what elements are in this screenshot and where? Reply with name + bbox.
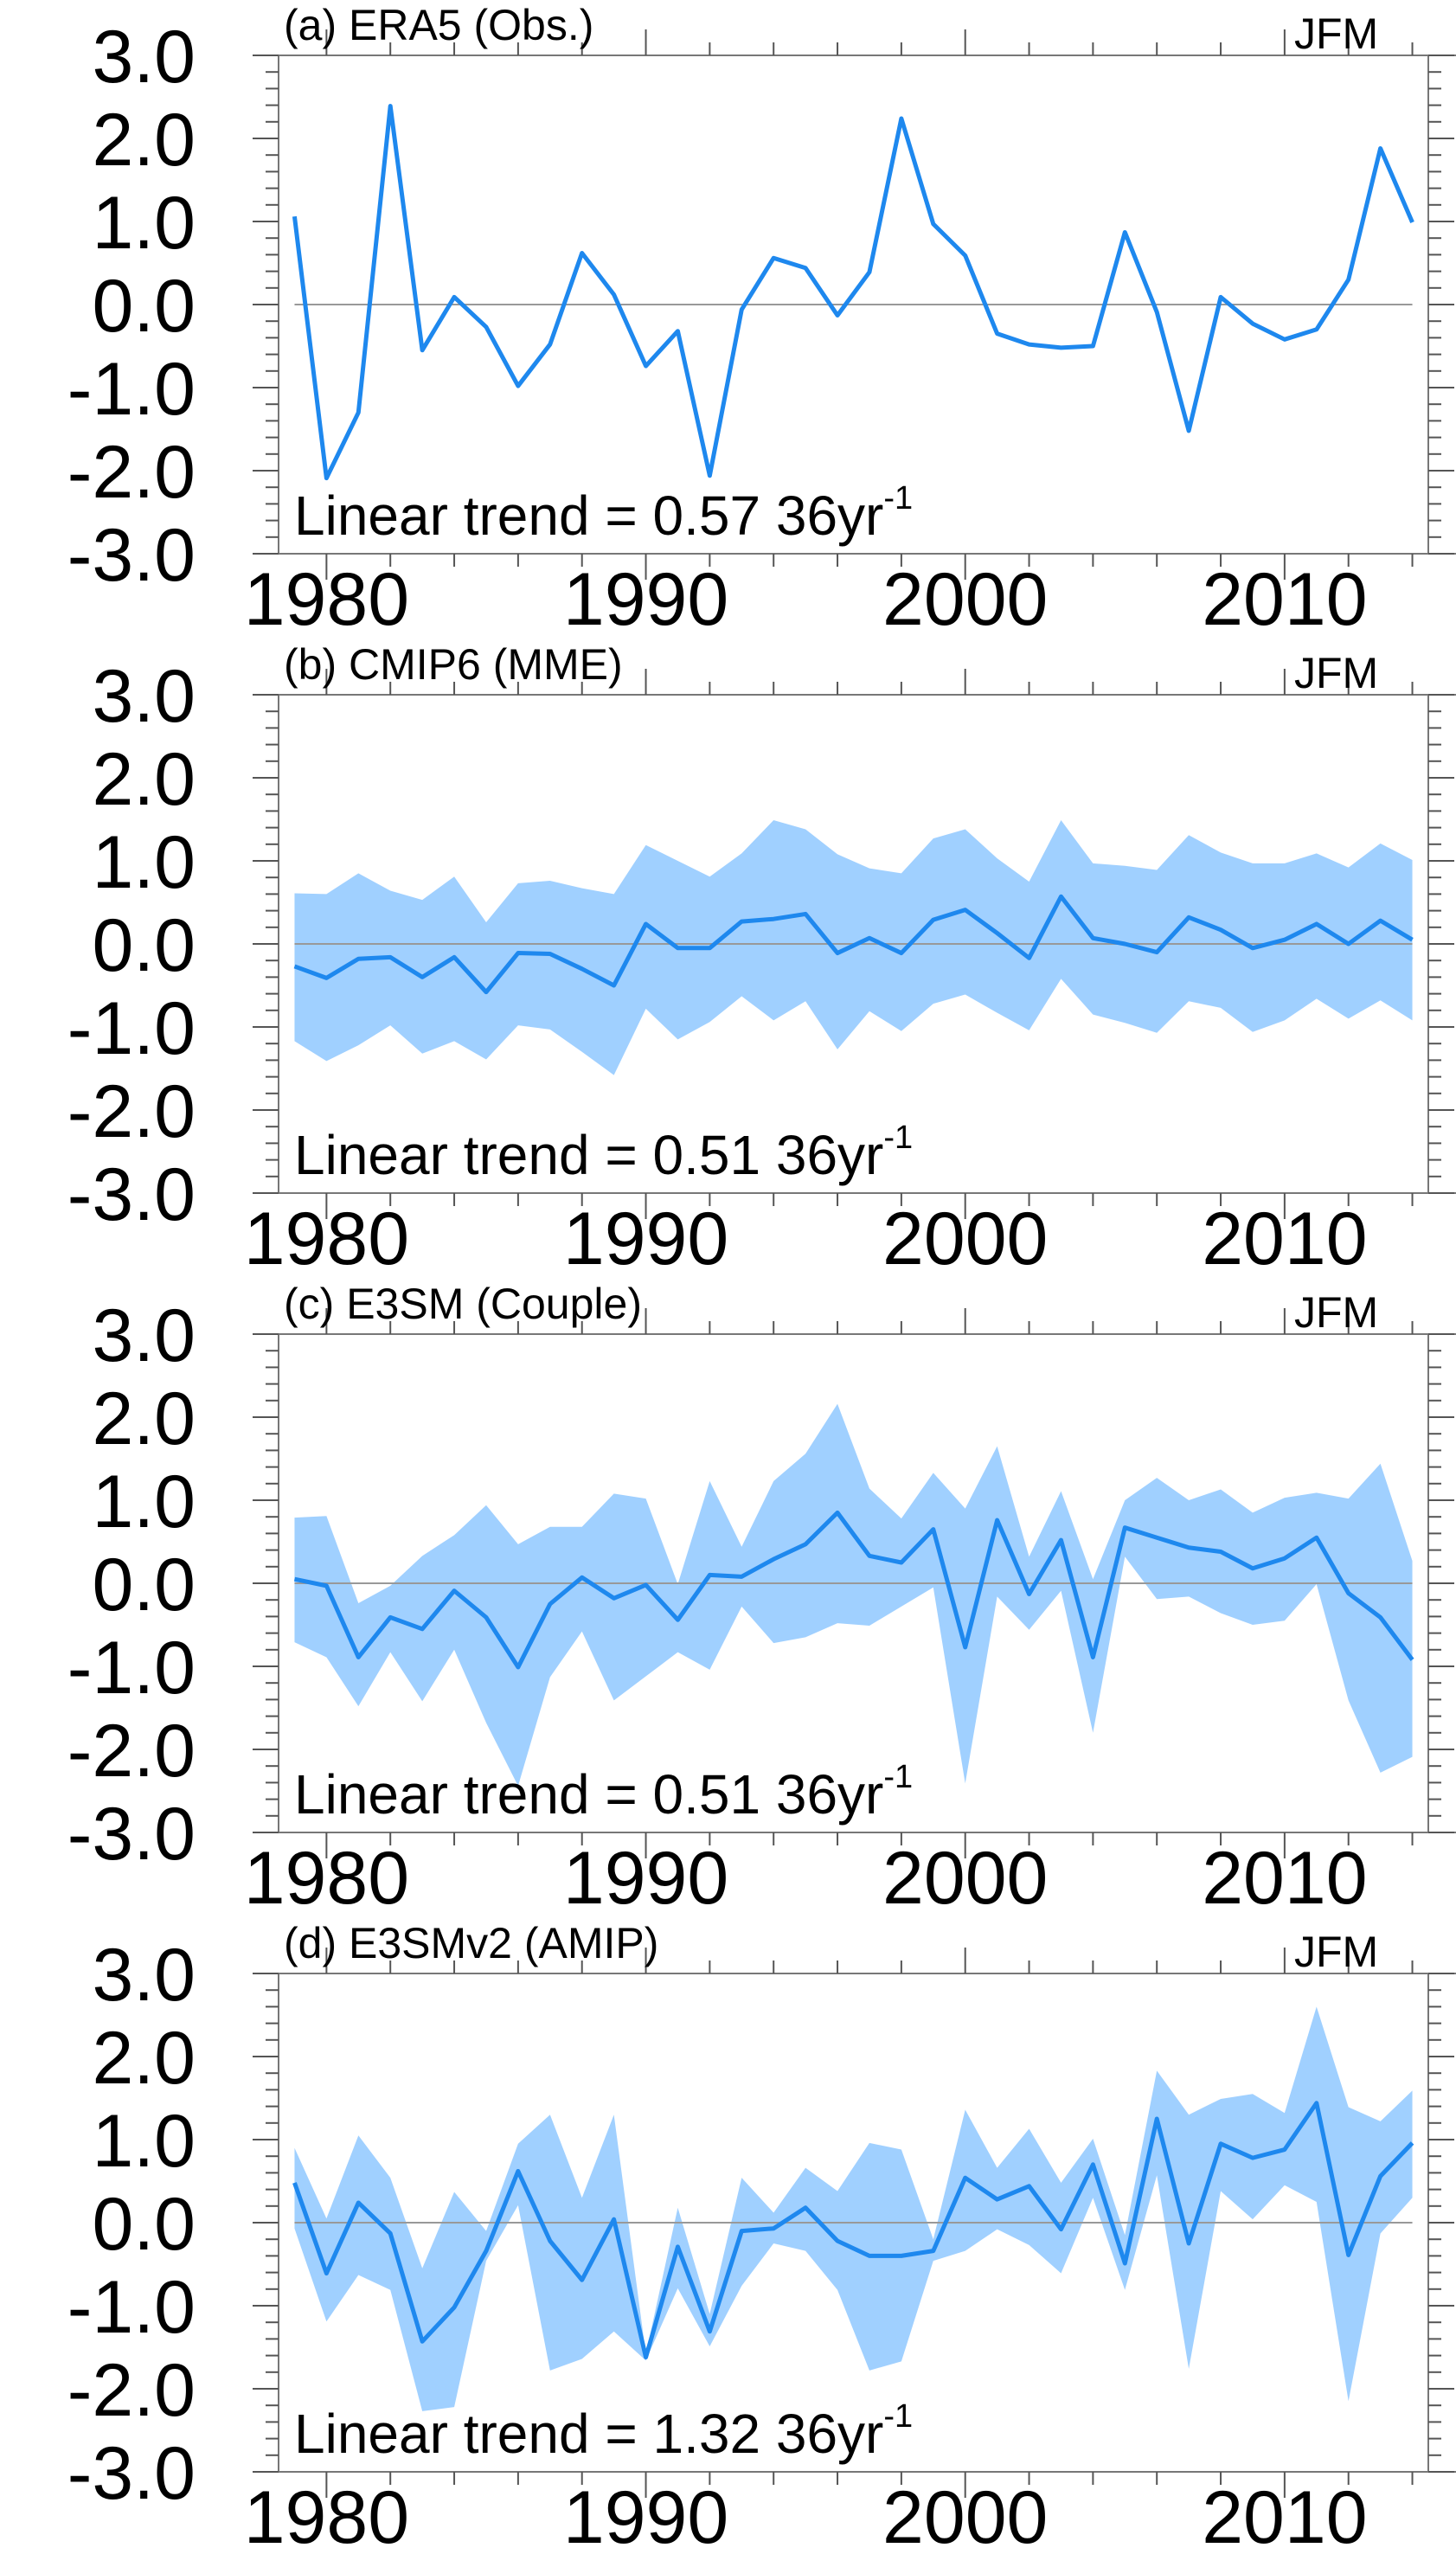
y-tick-label: 0.0: [92, 904, 196, 987]
y-tick-label: -3.0: [67, 1793, 196, 1876]
y-tick-label: 3.0: [92, 655, 196, 738]
trend-superscript: -1: [883, 1120, 913, 1156]
panel-b: 3.02.01.00.0-1.0-2.0-3.0 1980 1990 2000 2010…: [67, 640, 1456, 1280]
x-tick-label: 2010: [1202, 1197, 1367, 1280]
x-tick-label: 1980: [244, 1837, 409, 1920]
panel-title: (d) E3SMv2 (AMIP): [284, 1919, 658, 1967]
season-label: JFM: [1294, 1928, 1378, 1976]
panel-title: (a) ERA5 (Obs.): [284, 1, 593, 49]
y-tick-label: -2.0: [67, 431, 196, 514]
spread-band: [294, 2006, 1413, 2411]
y-tick-label: 2.0: [92, 99, 196, 182]
x-tick-label: 1990: [563, 558, 728, 641]
x-tick-label: 2010: [1202, 1837, 1367, 1920]
trend-superscript: -1: [883, 1759, 913, 1795]
trend-superscript: -1: [883, 2398, 913, 2435]
trend-superscript: -1: [883, 480, 913, 517]
linear-trend-label: Linear trend = 0.51 36yr-1: [294, 1759, 913, 1826]
x-tick-label: 1990: [563, 1837, 728, 1920]
y-tick-label: 0.0: [92, 265, 196, 348]
x-tick-label: 1980: [244, 2476, 409, 2559]
x-tick-label: 2010: [1202, 2476, 1367, 2559]
y-tick-label: -3.0: [67, 514, 196, 597]
x-tick-label: 1990: [563, 1197, 728, 1280]
y-tick-label: 3.0: [92, 1294, 196, 1377]
y-tick-label: -1.0: [67, 1627, 196, 1710]
panel-a: 3.02.01.00.0-1.0-2.0-3.0 1980 1990 2000 2010…: [67, 1, 1456, 641]
y-tick-label: -1.0: [67, 2266, 196, 2349]
y-tick-label: 1.0: [92, 1460, 196, 1543]
y-tick-label: 2.0: [92, 738, 196, 821]
season-label: JFM: [1294, 10, 1378, 58]
y-tick-label: -2.0: [67, 1070, 196, 1153]
panel-title: (c) E3SM (Couple): [284, 1280, 642, 1328]
x-tick-label: 1980: [244, 558, 409, 641]
y-tick-label: -1.0: [67, 987, 196, 1070]
mean-series-line: [292, 2101, 1414, 2360]
x-tick-label: 2000: [882, 558, 1048, 641]
y-tick-label: -1.0: [67, 348, 196, 431]
y-tick-label: 2.0: [92, 2017, 196, 2100]
y-tick-label: 0.0: [92, 1543, 196, 1627]
y-tick-label: 1.0: [92, 2100, 196, 2183]
y-tick-label: -2.0: [67, 2349, 196, 2432]
trend-text: Linear trend = 0.57 36yr: [294, 485, 883, 547]
x-tick-label: 1990: [563, 2476, 728, 2559]
linear-trend-label: Linear trend = 0.57 36yr-1: [294, 480, 913, 547]
y-tick-label: -3.0: [67, 1153, 196, 1236]
trend-text: Linear trend = 0.51 36yr: [294, 1763, 883, 1826]
y-tick-label: 3.0: [92, 1934, 196, 2017]
season-label: JFM: [1294, 649, 1378, 697]
spread-band: [294, 1403, 1413, 1787]
x-tick-label: 2000: [882, 1837, 1048, 1920]
y-tick-label: -2.0: [67, 1710, 196, 1793]
trend-text: Linear trend = 0.51 36yr: [294, 1124, 883, 1186]
mean-series-line: [293, 1510, 1414, 1670]
season-label: JFM: [1294, 1288, 1378, 1337]
y-tick-label: 1.0: [92, 821, 196, 904]
x-tick-label: 1980: [244, 1197, 409, 1280]
linear-trend-label: Linear trend = 1.32 36yr-1: [294, 2398, 913, 2465]
y-tick-label: 0.0: [92, 2183, 196, 2266]
y-tick-label: -3.0: [67, 2432, 196, 2515]
y-tick-label: 1.0: [92, 182, 196, 265]
mean-series-line: [292, 104, 1414, 481]
linear-trend-label: Linear trend = 0.51 36yr-1: [294, 1120, 913, 1186]
mean-series-line: [293, 894, 1414, 995]
x-tick-label: 2000: [882, 1197, 1048, 1280]
x-tick-label: 2010: [1202, 558, 1367, 641]
panel-c: 3.02.01.00.0-1.0-2.0-3.0 1980 1990 2000 2010…: [67, 1280, 1456, 1920]
trend-text: Linear trend = 1.32 36yr: [294, 2403, 883, 2465]
panel-title: (b) CMIP6 (MME): [284, 640, 623, 689]
y-tick-label: 3.0: [92, 16, 196, 99]
panel-d: 3.02.01.00.0-1.0-2.0-3.0 1980 1990 2000 2010…: [67, 1919, 1456, 2559]
x-tick-label: 2000: [882, 2476, 1048, 2559]
y-tick-label: 2.0: [92, 1377, 196, 1460]
